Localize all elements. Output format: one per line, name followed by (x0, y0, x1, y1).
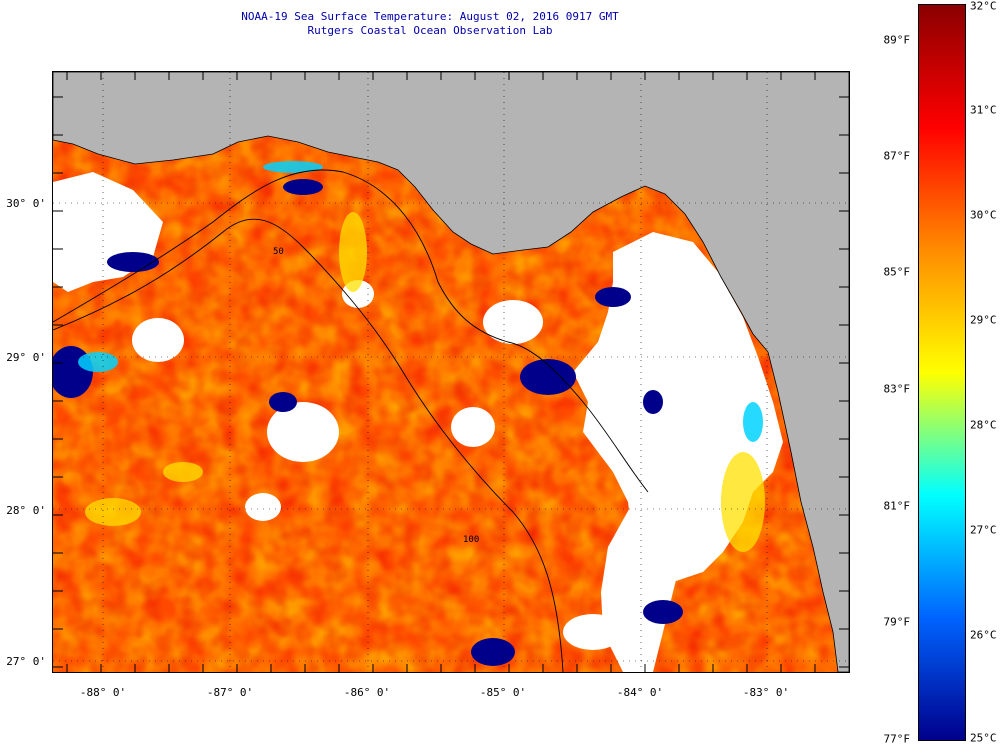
cloud-blob (451, 407, 495, 447)
colorbar-fahrenheit-label: 83°F (883, 382, 911, 396)
mid-patch (78, 352, 118, 372)
mid-patch (263, 161, 323, 173)
mid-temp-patches (78, 161, 763, 442)
mid-patch (743, 402, 763, 442)
colorbar-fahrenheit-label: 81°F (883, 499, 911, 513)
cloud-blob (563, 614, 623, 650)
colorbar-fahrenheit-label: 77°F (883, 732, 911, 746)
cloud-blob (483, 300, 543, 344)
cloud-blob (267, 402, 339, 462)
cloud-south (601, 497, 693, 672)
colorbar-celsius-label: 32°C (970, 0, 997, 13)
sst-map: 50 100 (52, 71, 850, 673)
map-title-block: NOAA-19 Sea Surface Temperature: August … (0, 10, 860, 38)
cloud-blob (245, 493, 281, 521)
lon-label: -83° 0' (742, 686, 790, 699)
lon-label: -84° 0' (616, 686, 664, 699)
lon-label: -86° 0' (343, 686, 391, 699)
cloud-blob (132, 318, 184, 362)
yellow-patch (163, 462, 203, 482)
lon-label: -88° 0' (79, 686, 127, 699)
temperature-colorbar (918, 4, 966, 741)
map-title: NOAA-19 Sea Surface Temperature: August … (241, 10, 619, 23)
contour-label-100: 100 (463, 535, 479, 545)
contour-100 (53, 218, 564, 672)
colorbar-celsius-label: 29°C (970, 313, 997, 327)
map-subtitle: Rutgers Coastal Ocean Observation Lab (307, 24, 553, 37)
colorbar-fahrenheit-label: 89°F (883, 33, 911, 47)
yellow-patch (85, 498, 141, 526)
colorbar-celsius-label: 31°C (970, 103, 997, 117)
cool-patch (107, 252, 159, 272)
cool-patch (269, 392, 297, 412)
sst-map-canvas: 50 100 (53, 72, 849, 672)
cool-patch (643, 390, 663, 414)
colorbar-fahrenheit-label: 87°F (883, 149, 911, 163)
lat-label: 27° 0' (6, 655, 46, 668)
lon-label: -85° 0' (479, 686, 527, 699)
colorbar-celsius-label: 26°C (970, 628, 997, 642)
yellow-patches (85, 212, 765, 552)
contour-50 (53, 169, 649, 493)
colorbar-celsius-label: 27°C (970, 523, 997, 537)
lat-label: 29° 0' (6, 351, 46, 364)
lat-label: 30° 0' (6, 197, 46, 210)
cool-patch (283, 179, 323, 195)
graticule (53, 72, 849, 672)
colorbar-fahrenheit-label: 79°F (883, 615, 911, 629)
lon-label: -87° 0' (206, 686, 254, 699)
frame-ticks (53, 72, 849, 672)
cool-water-patches (53, 72, 683, 666)
bathymetry-contours (53, 169, 649, 672)
yellow-patch (721, 452, 765, 552)
yellow-patch (339, 212, 367, 292)
colorbar-fahrenheit-label: 85°F (883, 265, 911, 279)
cool-patch (471, 638, 515, 666)
contour-label-50: 50 (273, 247, 284, 257)
colorbar-celsius-label: 28°C (970, 418, 997, 432)
colorbar-celsius-label: 30°C (970, 208, 997, 222)
cool-patch (595, 287, 631, 307)
colorbar-celsius-label: 25°C (970, 731, 997, 745)
cool-patch (520, 359, 576, 395)
lat-label: 28° 0' (6, 504, 46, 517)
cool-patch (643, 600, 683, 624)
